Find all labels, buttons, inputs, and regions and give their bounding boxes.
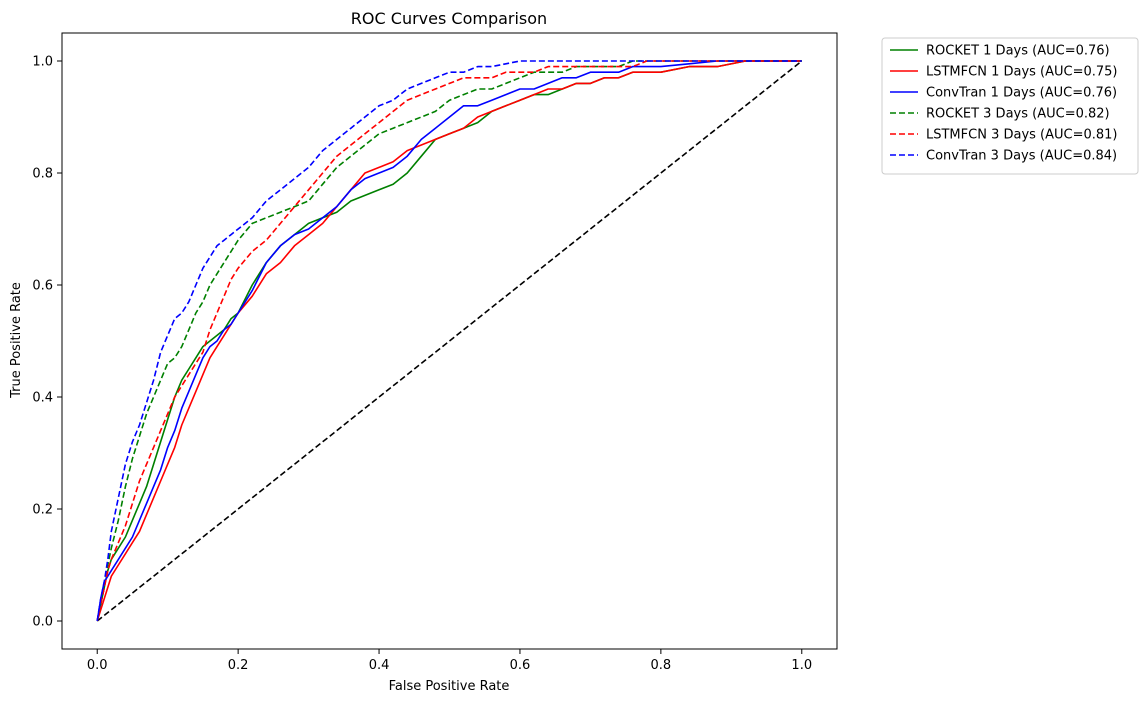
legend-label: LSTMFCN 1 Days (AUC=0.75)	[926, 65, 1118, 80]
x-tick-label: 0.8	[651, 658, 672, 673]
series-line-5	[96, 60, 802, 622]
y-axis-ticks: 0.0 0.2 0.4 0.6 0.8 1.0	[32, 55, 62, 630]
y-tick-label: 0.0	[32, 615, 53, 630]
x-tick-label: 0.4	[369, 658, 390, 673]
series-line-3	[96, 60, 802, 622]
series-line-6	[96, 60, 802, 622]
axes-frame	[61, 32, 838, 650]
series-line-2	[96, 60, 802, 622]
x-tick-label: 1.0	[791, 658, 812, 673]
legend-box	[881, 37, 1139, 175]
legend-label: LSTMFCN 3 Days (AUC=0.81)	[926, 128, 1118, 143]
y-tick-label: 0.4	[32, 391, 53, 406]
legend-label: ConvTran 3 Days (AUC=0.84)	[926, 149, 1117, 164]
chart-title: ROC Curves Comparison	[351, 9, 547, 28]
legend-label: ROCKET 3 Days (AUC=0.82)	[926, 107, 1110, 122]
reference-diagonal-line	[96, 60, 803, 622]
y-tick-label: 1.0	[32, 55, 53, 70]
x-tick-label: 0.0	[87, 658, 108, 673]
x-axis-ticks: 0.0 0.2 0.4 0.6 0.8 1.0	[87, 649, 812, 673]
x-tick-label: 0.6	[510, 658, 531, 673]
x-axis-label: False Positive Rate	[389, 679, 510, 694]
y-tick-label: 0.6	[32, 279, 53, 294]
legend-label: ConvTran 1 Days (AUC=0.76)	[926, 86, 1117, 101]
y-tick-label: 0.2	[32, 503, 53, 518]
legend: ROCKET 1 Days (AUC=0.76) LSTMFCN 1 Days (…	[881, 37, 1139, 175]
x-tick-label: 0.2	[228, 658, 249, 673]
plot-area	[61, 32, 838, 650]
y-tick-label: 0.8	[32, 167, 53, 182]
y-axis-label: True Positive Rate	[9, 282, 24, 399]
legend-label: ROCKET 1 Days (AUC=0.76)	[926, 44, 1110, 59]
